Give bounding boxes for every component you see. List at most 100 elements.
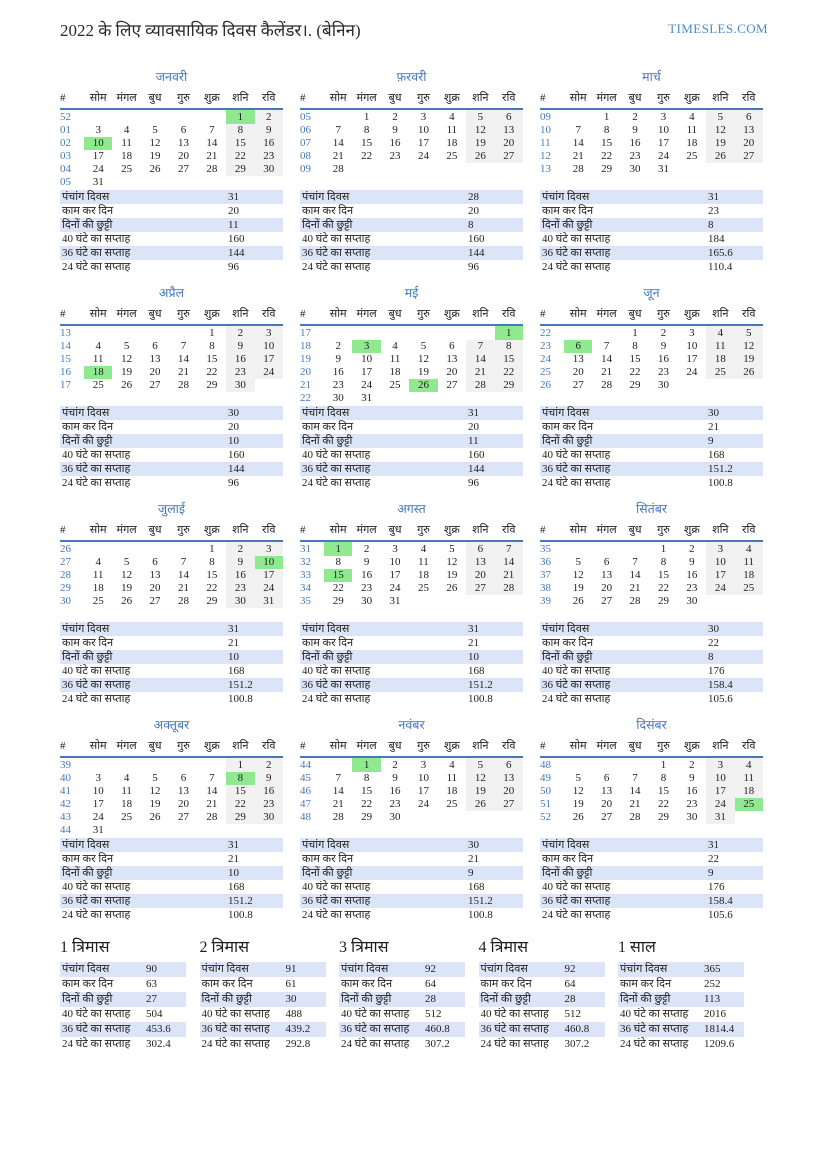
stat-row: 36 घंटे का सप्ताह 1814.4 xyxy=(618,1022,744,1037)
weekday-header: रवि xyxy=(254,90,283,110)
day-cell: 11 xyxy=(92,569,104,581)
day-cell: 10 xyxy=(706,556,735,569)
stat-row: 24 घंटे का सप्ताह 302.4 xyxy=(60,1037,186,1052)
day-cell: 2 xyxy=(632,111,638,123)
week-number: 06 xyxy=(300,124,311,136)
day-cell: 29 xyxy=(226,163,255,176)
stat-row: काम कर दिन 63 xyxy=(60,977,186,992)
month-block: फ़रवरी # सोम मंगल बुध गुरु शुक्र शनि रवि 05 1 2 3 4… xyxy=(300,70,523,286)
weekday-header: गुरु xyxy=(649,90,678,110)
day-cell: 16 xyxy=(389,785,401,797)
empty-day-cell xyxy=(141,824,169,837)
day-cell: 2 xyxy=(363,543,370,555)
day-cell: 4 xyxy=(420,543,427,555)
stats-body: पंचांग दिवस 365 काम कर दिन 252 दिनों की छुट्… xyxy=(618,962,744,1052)
day-cell: 22 xyxy=(361,150,373,162)
week-row: 12 21 22 23 24 25 26 27 xyxy=(540,150,763,163)
day-cell: 6 xyxy=(603,556,610,568)
stat-value: 31 xyxy=(708,839,719,851)
page-header: 2022 के लिए व्यावसायिक दिवस कैलेंडर।. (ब… xyxy=(60,18,768,41)
stat-label: 24 घंटे का सप्ताह xyxy=(302,693,371,705)
day-cell: 21 xyxy=(206,150,218,162)
stat-row: 24 घंटे का सप्ताह 292.8 xyxy=(200,1037,326,1052)
day-cell: 30 xyxy=(226,379,255,392)
stat-row: 36 घंटे का सप्ताह 144 xyxy=(300,462,523,476)
day-cell: 3 xyxy=(706,757,735,772)
holiday-day-cell: 1 xyxy=(352,757,381,772)
day-cell: 1 xyxy=(209,327,215,339)
summary-section: 1 त्रिमास पंचांग दिवस 90 काम कर दिन 63 दिनों… xyxy=(60,938,768,1052)
day-cell: 24 xyxy=(706,798,735,811)
empty-day-cell xyxy=(438,163,466,176)
day-cell: 28 xyxy=(332,163,344,175)
stat-row: 24 घंटे का सप्ताह 105.6 xyxy=(540,908,763,922)
empty-day-cell xyxy=(169,176,197,189)
day-cell: 11 xyxy=(686,124,698,136)
stat-row: दिनों की छुट्टी 8 xyxy=(300,218,523,232)
holiday-day-cell: 3 xyxy=(352,340,381,353)
week-row: 04 24 25 26 27 28 29 30 xyxy=(60,163,283,176)
day-cell: 2 xyxy=(689,543,695,555)
day-cell: 18 xyxy=(706,353,735,366)
stat-label: 36 घंटे का सप्ताह xyxy=(480,1023,549,1035)
month-stats-table: पंचांग दिवस 30 काम कर दिन 21 दिनों की छुट्टी… xyxy=(300,838,523,922)
day-cell: 26 xyxy=(149,163,161,175)
day-cell: 15 xyxy=(206,353,218,365)
stat-label: 36 घंटे का सप्ताह xyxy=(302,679,371,691)
stat-row: दिनों की छुट्टी 9 xyxy=(540,434,763,448)
stat-row: 40 घंटे का सप्ताह 168 xyxy=(60,880,283,894)
stat-value: 10 xyxy=(468,651,479,663)
day-cell: 27 xyxy=(177,811,189,823)
stat-row: 36 घंटे का सप्ताह 158.4 xyxy=(540,894,763,908)
week-number: 26 xyxy=(540,379,551,391)
week-row: 26 1 2 3 xyxy=(60,541,283,556)
month-stats-table: पंचांग दिवस 28 काम कर दिन 20 दिनों की छुट्टी… xyxy=(300,190,523,274)
stat-label: पंचांग दिवस xyxy=(542,407,590,419)
stat-row: 40 घंटे का सप्ताह 504 xyxy=(60,1007,186,1022)
day-cell: 20 xyxy=(149,366,161,378)
day-cell: 24 xyxy=(686,366,698,378)
weekday-header: मंगल xyxy=(112,738,141,758)
stat-row: 40 घंटे का सप्ताह 168 xyxy=(300,664,523,678)
week-row: 26 27 28 29 30 xyxy=(540,379,763,392)
stat-value: 20 xyxy=(228,205,239,217)
month-title: अगस्त xyxy=(397,502,426,516)
weekday-header: शनि xyxy=(226,306,255,326)
day-cell: 17 xyxy=(92,798,104,810)
day-cell: 14 xyxy=(466,353,495,366)
month-block: मार्च # सोम मंगल बुध गुरु शुक्र शनि रवि 09 1 2 3 4 5… xyxy=(540,70,763,286)
stat-label: 24 घंटे का सप्ताह xyxy=(62,1038,131,1050)
summary-stats-table: पंचांग दिवस 91 काम कर दिन 61 दिनों की छुट्टी… xyxy=(199,962,326,1052)
week-row: 27 4 5 6 7 8 9 10 xyxy=(60,556,283,569)
site-link[interactable]: TIMESLES.COM xyxy=(668,21,768,36)
weeks-body: 52 1 2 01 3 4 5 6 7 8 9 02 10 11 12 13 14 15 16 03 17 18 19 20 2… xyxy=(60,109,283,189)
weekday-header: शनि xyxy=(226,90,255,110)
day-cell: 6 xyxy=(152,556,158,568)
day-cell: 12 xyxy=(572,785,584,797)
day-cell: 27 xyxy=(149,379,161,391)
day-cell: 6 xyxy=(152,340,158,352)
stat-row: दिनों की छुट्टी 27 xyxy=(60,992,186,1007)
stat-label: 40 घंटे का सप्ताह xyxy=(201,1008,270,1020)
weekday-header: मंगल xyxy=(592,522,621,542)
month-calendar-wrap: # सोम मंगल बुध गुरु शुक्र शनि रवि 05 1 2 3 4 5 6 06 7 8 9… xyxy=(300,90,523,190)
day-cell: 3 xyxy=(660,111,667,123)
week-number: 14 xyxy=(60,340,71,352)
day-cell: 27 xyxy=(572,379,584,391)
stat-row: 24 घंटे का सप्ताह 105.6 xyxy=(540,692,763,706)
week-number: 40 xyxy=(60,772,71,784)
month-calendar: # सोम मंगल बुध गुरु शुक्र शनि रवि 09 1 2 3 4 5 6 10 7 8 9… xyxy=(540,90,763,176)
stat-row: 24 घंटे का सप्ताह 96 xyxy=(300,260,523,274)
holiday-day-cell: 26 xyxy=(409,379,438,392)
stat-row: 24 घंटे का सप्ताह 100.8 xyxy=(540,476,763,490)
week-row: 32 8 9 10 11 12 13 14 xyxy=(300,556,523,569)
day-cell: 29 xyxy=(206,595,218,607)
stat-row: काम कर दिन 20 xyxy=(300,420,523,434)
weekday-header: बुध xyxy=(380,738,410,758)
day-cell: 29 xyxy=(206,379,218,391)
summary-title: 2 त्रिमास xyxy=(199,939,250,956)
stat-row: 24 घंटे का सप्ताह 100.8 xyxy=(300,692,523,706)
stat-value: 144 xyxy=(468,463,485,475)
day-cell: 20 xyxy=(446,366,458,378)
empty-day-cell xyxy=(84,109,112,124)
